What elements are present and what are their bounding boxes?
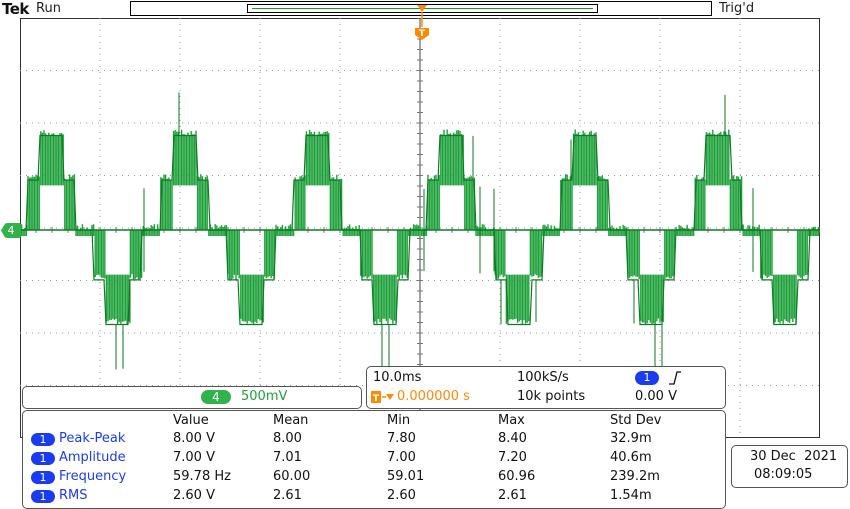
trigger-status: Trig'd [719,1,755,16]
horizontal-position-icon: T [371,391,394,404]
timebase-readout[interactable]: 10.0ms 100kS/s 1 T 0.000000 s 10k points… [366,366,726,409]
column-header-mean: Mean [273,413,309,428]
measurement-row[interactable]: 1 Frequency 59.78 Hz 60.00 59.01 60.96 2… [23,469,725,487]
measurement-mean: 7.01 [273,450,302,465]
measurement-name: Amplitude [59,450,126,465]
horizontal-scale: 10.0ms [373,370,422,385]
measurement-mean: 8.00 [273,431,302,446]
datetime-readout: 30 Dec 2021 08:09:05 [731,445,848,488]
acquisition-status: Run [36,1,61,16]
column-header-min: Min [387,413,411,428]
measurement-std-dev: 32.9m [610,431,652,446]
rising-edge-icon [669,371,681,385]
measurement-mean: 2.61 [273,488,302,503]
measurement-source-badge: 1 [31,471,55,484]
measurement-row[interactable]: 1 Peak-Peak 8.00 V 8.00 7.80 8.40 32.9m [23,431,725,449]
measurement-value: 8.00 V [173,431,215,446]
date: 30 Dec 2021 [750,449,838,464]
measurement-row[interactable]: 1 Amplitude 7.00 V 7.01 7.00 7.20 40.6m [23,450,725,468]
measurement-mean: 60.00 [273,469,311,484]
trigger-level: 0.00 V [635,389,677,404]
measurement-std-dev: 40.6m [610,450,652,465]
channel-4-waveform [20,92,820,370]
measurement-min: 2.60 [387,488,416,503]
tek-logo: Tek [2,0,29,18]
measurement-header-row: Value Mean Min Max Std Dev [23,413,725,431]
measurement-source-badge: 1 [31,490,55,503]
measurement-max: 2.61 [498,488,527,503]
channel-4-scale: 500mV [241,389,288,404]
measurement-row[interactable]: 1 RMS 2.60 V 2.61 2.60 2.61 1.54m [23,488,725,506]
waveform-spikes [115,92,754,370]
waveform-pwm-fill [20,129,820,325]
measurement-table[interactable]: Value Mean Min Max Std Dev 1 Peak-Peak 8… [22,410,726,509]
measurement-max: 8.40 [498,431,527,446]
sample-rate: 100kS/s [517,370,569,385]
measurement-min: 59.01 [387,469,425,484]
measurement-value: 7.00 V [173,450,215,465]
column-header-value: Value [173,413,209,428]
column-header-std-dev: Std Dev [610,413,662,428]
svg-text:T: T [373,394,380,404]
measurement-name: RMS [59,488,88,503]
measurement-source-badge: 1 [31,433,55,446]
measurement-name: Frequency [59,469,127,484]
measurement-value: 59.78 Hz [173,469,231,484]
trigger-marker-label: T [419,29,426,39]
measurement-min: 7.80 [387,431,416,446]
measurement-min: 7.00 [387,450,416,465]
channel-4-ground-marker[interactable]: 4 [1,223,21,238]
record-length: 10k points [517,389,586,404]
trigger-source-badge: 1 [635,371,659,385]
channel-scale-readout[interactable]: 4 500mV [22,386,362,409]
horizontal-position: 0.000000 s [397,389,470,404]
channel-4-badge: 4 [201,390,231,404]
time: 08:09:05 [754,467,813,482]
measurement-max: 7.20 [498,450,527,465]
measurement-source-badge: 1 [31,452,55,465]
trigger-position-icon[interactable]: T [412,2,432,42]
measurement-std-dev: 239.2m [610,469,660,484]
measurement-max: 60.96 [498,469,536,484]
measurement-std-dev: 1.54m [610,488,652,503]
measurement-value: 2.60 V [173,488,215,503]
measurement-name: Peak-Peak [59,431,126,446]
column-header-max: Max [498,413,525,428]
